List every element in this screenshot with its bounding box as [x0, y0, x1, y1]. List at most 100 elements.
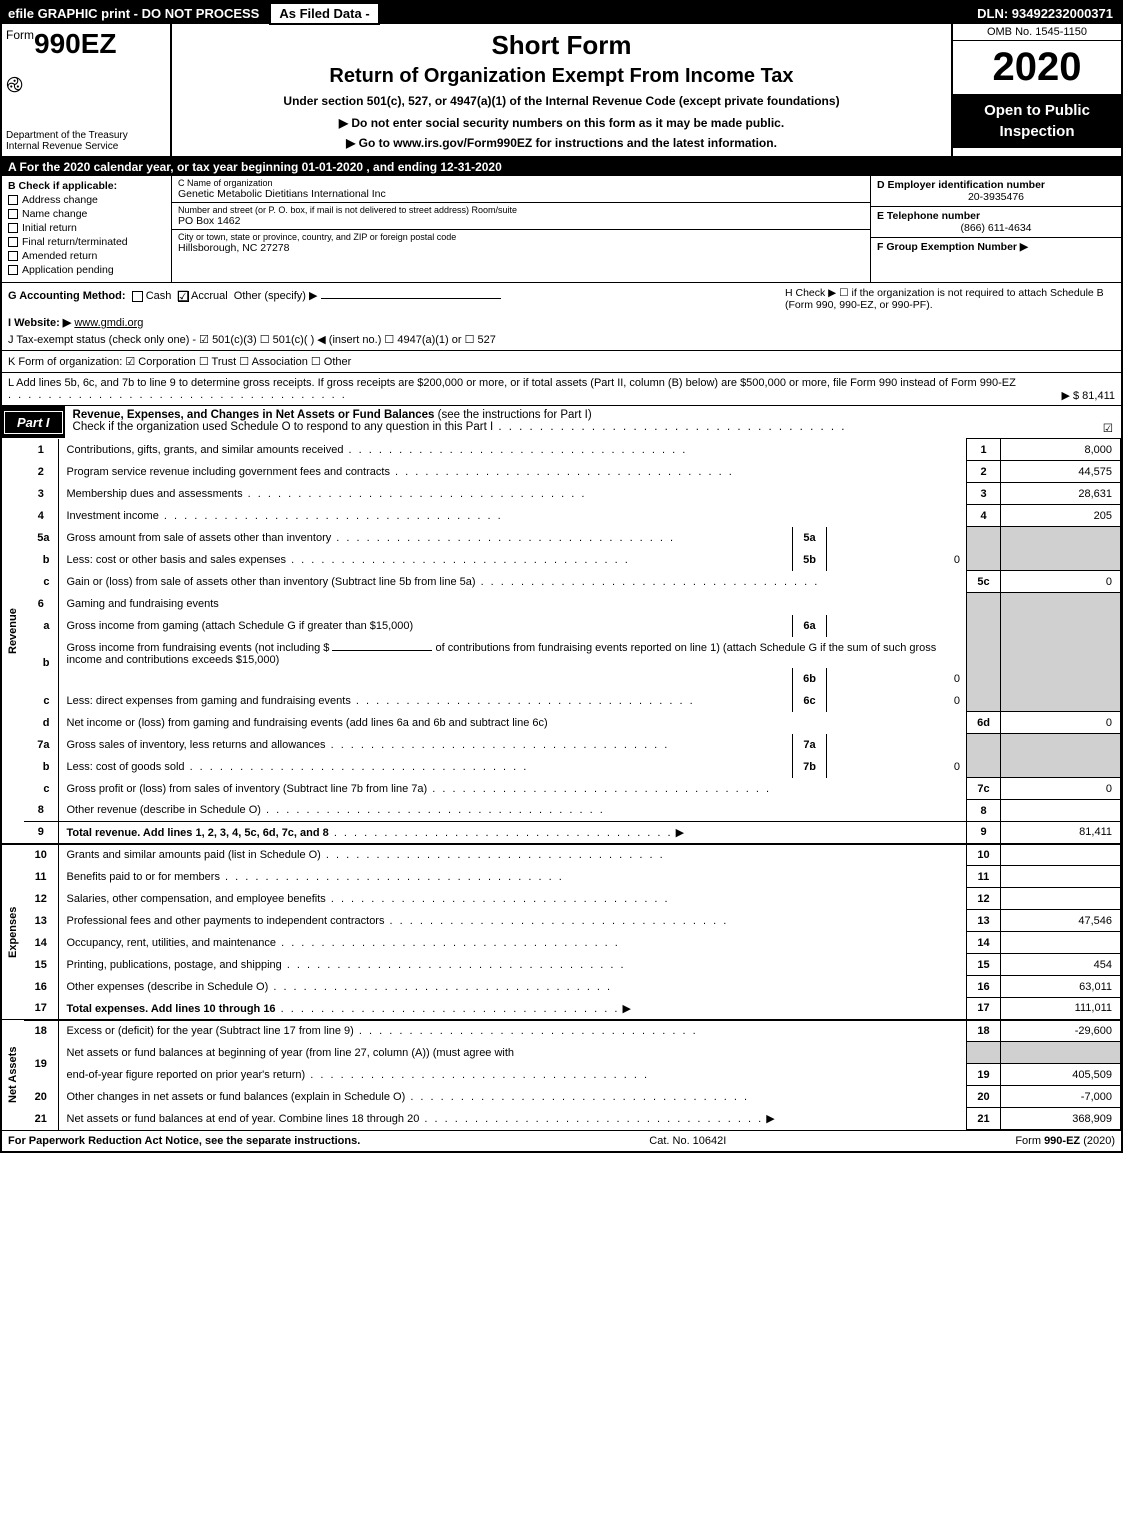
- ln15-num: 15: [24, 954, 58, 976]
- ln5a-desc: Gross amount from sale of assets other t…: [67, 532, 332, 544]
- shade-6v: [1001, 593, 1121, 712]
- dln-label: DLN: 93492232000371: [969, 2, 1121, 24]
- ln16-desc: Other expenses (describe in Schedule O): [67, 981, 269, 993]
- ln5b-innerval: 0: [827, 549, 967, 571]
- ln20-val: -7,000: [1001, 1086, 1121, 1108]
- ln5c-desc: Gain or (loss) from sale of assets other…: [67, 576, 476, 588]
- part1-check-line: Check if the organization used Schedule …: [73, 421, 494, 433]
- chk-accrual[interactable]: [178, 291, 189, 302]
- ln21-num: 21: [24, 1108, 58, 1130]
- tax-year: 2020: [953, 41, 1121, 94]
- ln6b-innernum: 6b: [793, 668, 827, 690]
- ln6-desc: Gaming and fundraising events: [58, 593, 967, 615]
- ln6d-num: d: [24, 712, 58, 734]
- ln13-desc: Professional fees and other payments to …: [67, 915, 385, 927]
- ln17-num: 17: [24, 998, 58, 1020]
- chk-cash[interactable]: [132, 291, 143, 302]
- ln6b-num: b: [24, 637, 58, 690]
- ln5b-desc: Less: cost or other basis and sales expe…: [67, 554, 287, 566]
- ln6b-desc-row1: Gross income from fundraising events (no…: [58, 637, 967, 668]
- ln6c-desc: Less: direct expenses from gaming and fu…: [67, 695, 351, 707]
- ln6c-num: c: [24, 690, 58, 712]
- chk-address-change[interactable]: [8, 195, 18, 205]
- lbl-name-change: Name change: [22, 208, 87, 220]
- dept-label: Department of the Treasury: [6, 130, 166, 141]
- col-c-org-info: C Name of organization Genetic Metabolic…: [172, 176, 871, 282]
- b-title: B Check if applicable:: [8, 180, 165, 192]
- ln6d-desc: Net income or (loss) from gaming and fun…: [67, 717, 548, 729]
- chk-initial-return[interactable]: [8, 223, 18, 233]
- ln13-val: 47,546: [1001, 910, 1121, 932]
- part1-check-mark: ☑: [1103, 421, 1113, 435]
- treasury-label: Department of the Treasury Internal Reve…: [6, 130, 166, 152]
- ln3-desc: Membership dues and assessments: [67, 488, 243, 500]
- efile-label: efile GRAPHIC print - DO NOT PROCESS: [2, 4, 265, 23]
- ln10-val: [1001, 844, 1121, 866]
- ln19-boxnum: 19: [967, 1064, 1001, 1086]
- ln14-desc: Occupancy, rent, utilities, and maintena…: [67, 937, 277, 949]
- lbl-application-pending: Application pending: [22, 264, 114, 276]
- f-group-label: F Group Exemption Number ▶: [877, 241, 1028, 253]
- ln7c-desc: Gross profit or (loss) from sales of inv…: [67, 783, 428, 795]
- omb-number: OMB No. 1545-1150: [953, 24, 1121, 41]
- ln2-boxnum: 2: [967, 461, 1001, 483]
- ln5c-num: c: [24, 571, 58, 593]
- ln7c-num: c: [24, 778, 58, 800]
- ln6b-innerval: 0: [827, 668, 967, 690]
- ln12-val: [1001, 888, 1121, 910]
- ln6b-pre: Gross income from fundraising events (no…: [67, 642, 330, 654]
- chk-final-return[interactable]: [8, 237, 18, 247]
- header-right: OMB No. 1545-1150 2020 Open to Public In…: [951, 24, 1121, 156]
- ln10-boxnum: 10: [967, 844, 1001, 866]
- form-word: Form: [6, 28, 34, 42]
- ln5a-innernum: 5a: [793, 527, 827, 549]
- irs-label: Internal Revenue Service: [6, 141, 166, 152]
- ln1-val: 8,000: [1001, 439, 1121, 461]
- ln7c-boxnum: 7c: [967, 778, 1001, 800]
- ln2-val: 44,575: [1001, 461, 1121, 483]
- ln6a-desc: Gross income from gaming (attach Schedul…: [67, 620, 414, 632]
- ln5a-innerval: [827, 527, 967, 549]
- c-name-label: C Name of organization: [178, 178, 864, 188]
- sidelabel-revenue: Revenue: [2, 439, 24, 822]
- ln15-desc: Printing, publications, postage, and shi…: [67, 959, 282, 971]
- h-schedule-b: H Check ▶ ☐ if the organization is not r…: [785, 287, 1115, 346]
- ln6d-val: 0: [1001, 712, 1121, 734]
- ln21-val: 368,909: [1001, 1108, 1121, 1130]
- ln12-desc: Salaries, other compensation, and employ…: [67, 893, 326, 905]
- ln8-desc: Other revenue (describe in Schedule O): [67, 804, 261, 816]
- ln18-desc: Excess or (deficit) for the year (Subtra…: [67, 1025, 354, 1037]
- topbar-left: efile GRAPHIC print - DO NOT PROCESS As …: [2, 2, 380, 24]
- chk-application-pending[interactable]: [8, 265, 18, 275]
- d-ein-label: D Employer identification number: [877, 179, 1115, 191]
- ln7b-desc: Less: cost of goods sold: [67, 761, 185, 773]
- ln3-num: 3: [24, 483, 58, 505]
- ln17-desc: Total expenses. Add lines 10 through 16: [67, 1003, 276, 1015]
- ln6b-blank[interactable]: [332, 639, 432, 651]
- l-text: L Add lines 5b, 6c, and 7b to line 9 to …: [8, 377, 1016, 389]
- lbl-accrual: Accrual: [191, 290, 228, 302]
- ln1-boxnum: 1: [967, 439, 1001, 461]
- ln2-desc: Program service revenue including govern…: [67, 466, 390, 478]
- c-city: Hillsborough, NC 27278: [178, 242, 864, 254]
- other-specify-line[interactable]: [321, 287, 501, 299]
- ln13-num: 13: [24, 910, 58, 932]
- ln6c-innerval: 0: [827, 690, 967, 712]
- ln14-boxnum: 14: [967, 932, 1001, 954]
- ln15-boxnum: 15: [967, 954, 1001, 976]
- footer-right: Form 990-EZ (2020): [1015, 1135, 1115, 1147]
- row-k: K Form of organization: ☑ Corporation ☐ …: [2, 351, 1121, 373]
- ln19-val: 405,509: [1001, 1064, 1121, 1086]
- chk-amended-return[interactable]: [8, 251, 18, 261]
- l-amount: ▶ $ 81,411: [1061, 389, 1115, 402]
- shade-19: [967, 1042, 1001, 1064]
- header-center: Short Form Return of Organization Exempt…: [172, 24, 951, 156]
- i-website-value[interactable]: www.gmdi.org: [74, 317, 143, 329]
- c-org-name: Genetic Metabolic Dietitians Internation…: [178, 188, 864, 200]
- lbl-amended-return: Amended return: [22, 250, 97, 262]
- footer-left: For Paperwork Reduction Act Notice, see …: [8, 1135, 360, 1147]
- chk-name-change[interactable]: [8, 209, 18, 219]
- ln11-boxnum: 11: [967, 866, 1001, 888]
- ln7c-val: 0: [1001, 778, 1121, 800]
- row-a-calendar-year: A For the 2020 calendar year, or tax yea…: [2, 158, 1121, 176]
